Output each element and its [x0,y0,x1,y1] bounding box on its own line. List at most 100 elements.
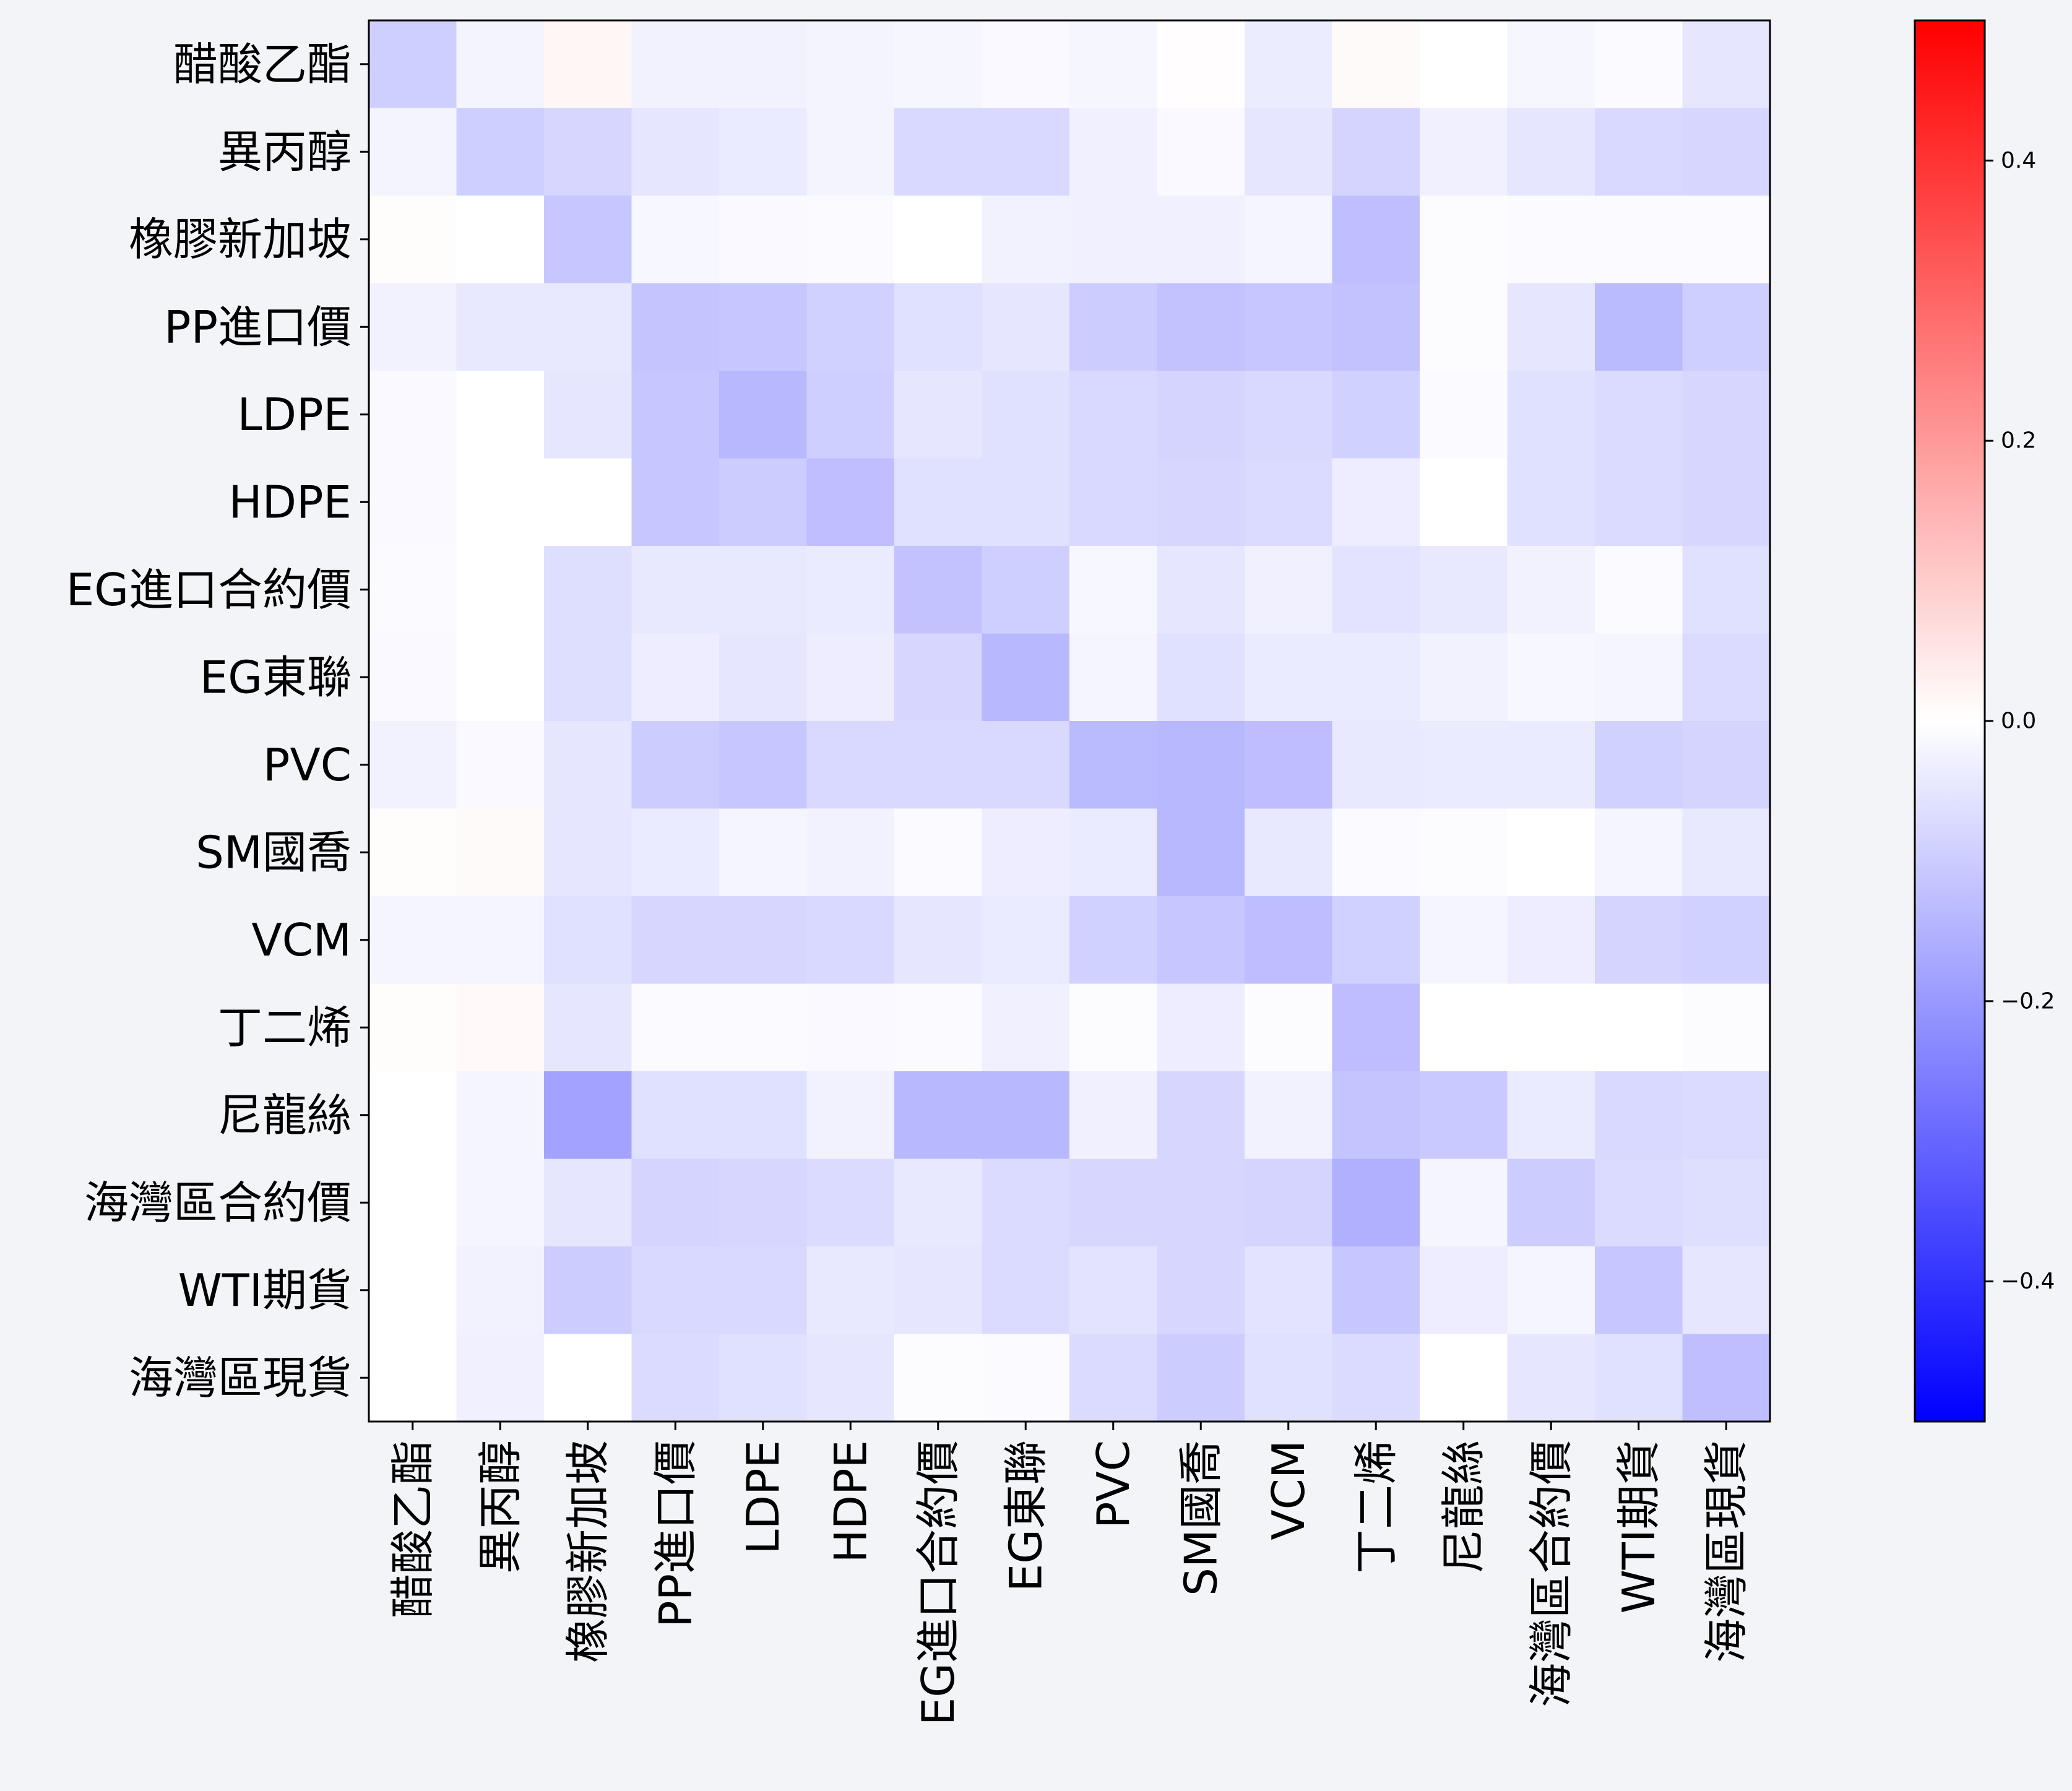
heatmap-cell [719,546,808,634]
heatmap-cell [1420,283,1508,371]
heatmap-cell [1507,896,1595,985]
heatmap-cell [1595,283,1683,371]
heatmap-cell [544,108,632,196]
heatmap-cell [1245,896,1333,985]
y-tick-label: 海灣區合約價 [84,1176,352,1228]
x-tick-label: PVC [1087,1440,1139,1529]
heatmap-cell [1595,20,1683,109]
heatmap-cell [719,1159,808,1247]
x-tick-label: EG東聯 [999,1440,1051,1592]
x-tick-label: 異丙醇 [474,1440,526,1574]
heatmap-cell [544,896,632,985]
x-tick-label: VCM [1263,1440,1314,1540]
heatmap-cell [1069,108,1158,196]
heatmap-cell [1682,458,1771,546]
heatmap-cell [1332,458,1420,546]
heatmap-cell [544,20,632,109]
heatmap-cell [1157,633,1245,722]
x-tick-label: 丁二烯 [1350,1440,1402,1574]
heatmap-cell [369,808,457,897]
heatmap-cell [544,1159,632,1247]
heatmap-cell [982,108,1070,196]
colorbar-tick-label: 0.2 [2001,428,2036,454]
heatmap-cell [1507,633,1595,722]
heatmap-cell [806,983,895,1072]
y-tick-label: 尼龍絲 [218,1089,352,1141]
heatmap-cell [1682,808,1771,897]
heatmap-cell [894,1334,983,1422]
heatmap-cell [894,1246,983,1335]
heatmap-cell [1332,196,1420,284]
heatmap-cell [894,1159,983,1247]
heatmap-cell [806,283,895,371]
heatmap-cell [806,108,895,196]
heatmap-cell [1245,283,1333,371]
heatmap-cell [894,108,983,196]
heatmap-cell [1507,1159,1595,1247]
heatmap-cell [1332,633,1420,722]
heatmap-cell [806,808,895,897]
heatmap-cell [1332,20,1420,109]
heatmap-cell [1157,896,1245,985]
heatmap-cell [894,546,983,634]
heatmap-cell [369,458,457,546]
heatmap-cell [806,458,895,546]
heatmap-cell [1157,1159,1245,1247]
heatmap-cell [1157,196,1245,284]
heatmap-cell [456,196,545,284]
heatmap-cell [1507,1246,1595,1335]
heatmap-cell [1157,808,1245,897]
heatmap-cell [1157,1071,1245,1160]
heatmap-cell [1157,20,1245,109]
heatmap-cell [1069,458,1158,546]
heatmap-cell [1157,721,1245,809]
y-tick-label: 橡膠新加坡 [129,214,352,265]
heatmap-cell [1507,721,1595,809]
heatmap-cell [982,283,1070,371]
heatmap-cell [1420,546,1508,634]
heatmap-cell [894,896,983,985]
x-tick-label: WTI期貨 [1613,1440,1665,1613]
heatmap-cell [631,983,720,1072]
heatmap-cell [1507,371,1595,459]
y-tick-label: EG進口合約價 [66,564,352,616]
heatmap-cell [1595,983,1683,1072]
heatmap-cell [719,371,808,459]
x-tick-label: 橡膠新加坡 [562,1440,614,1663]
y-tick-label: PP進口價 [164,301,352,353]
heatmap-cell [544,721,632,809]
heatmap-cell [456,458,545,546]
heatmap-cell [456,371,545,459]
x-axis-ticks: 醋酸乙酯 異丙醇 橡膠新加坡 PP進口價 LDPE HDPE EG進口合約價 EG東聯 PVC S… [387,1422,1752,1725]
heatmap-cell [1682,108,1771,196]
heatmap-cell [1332,1071,1420,1160]
heatmap-cell [806,371,895,459]
heatmap-cell [982,1334,1070,1422]
heatmap-cell [1682,546,1771,634]
heatmap-cell [1245,20,1333,109]
heatmap-cell [631,371,720,459]
heatmap-cell [1245,1246,1333,1335]
heatmap-cell [456,108,545,196]
heatmap-cell [719,283,808,371]
heatmap-cell [1245,1159,1333,1247]
heatmap-cell [1420,108,1508,196]
heatmap-cell [982,371,1070,459]
heatmap-cell [1069,546,1158,634]
heatmap-cell [1595,196,1683,284]
heatmap-cell [1682,1071,1771,1160]
heatmap-cell [544,1334,632,1422]
heatmap-cell [1332,108,1420,196]
heatmap-cell [1157,371,1245,459]
heatmap-cells [369,20,1771,1422]
heatmap-cell [1682,371,1771,459]
x-tick-label: 醋酸乙酯 [387,1440,439,1618]
heatmap-cell [1245,1071,1333,1160]
heatmap-cell [719,808,808,897]
heatmap-cell [1595,458,1683,546]
heatmap-cell [806,1246,895,1335]
heatmap-cell [1420,808,1508,897]
heatmap-cell [1332,983,1420,1072]
heatmap-cell [1682,896,1771,985]
